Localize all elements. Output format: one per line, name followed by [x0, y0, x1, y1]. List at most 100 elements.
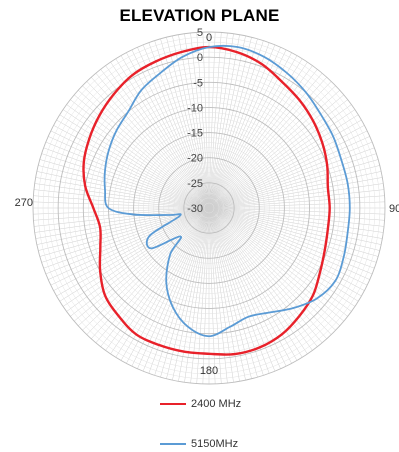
- grid-ring-major: [32, 31, 386, 385]
- grid-spoke: [208, 177, 383, 209]
- grid-ring-minor: [128, 127, 290, 289]
- grid-spoke: [120, 55, 210, 209]
- grid-spoke: [33, 189, 210, 209]
- grid-spoke: [45, 141, 210, 209]
- grid-spoke: [208, 109, 356, 209]
- radial-tick-label: -25: [187, 178, 203, 190]
- grid-ring-minor: [173, 172, 245, 244]
- grid-spoke: [36, 171, 210, 209]
- grid-ring-minor: [163, 162, 255, 254]
- grid-spoke: [154, 40, 210, 209]
- grid-spoke: [208, 207, 216, 384]
- grid-spoke: [33, 195, 210, 209]
- grid-ring-major: [133, 132, 285, 284]
- grid-spoke: [110, 207, 210, 355]
- grid-spoke: [43, 147, 210, 209]
- grid-spoke: [43, 207, 210, 269]
- grid-spoke: [208, 147, 375, 209]
- grid-spoke: [208, 207, 385, 227]
- grid-spoke: [148, 42, 210, 209]
- grid-ring-minor: [153, 152, 265, 264]
- grid-ring-minor: [113, 112, 305, 304]
- angular-tick-labels: 0 90 180 270: [15, 32, 399, 377]
- grid-ring-minor: [178, 177, 240, 239]
- grid-spoke: [208, 38, 258, 209]
- grid-spoke: [208, 171, 382, 209]
- grid-spoke: [59, 114, 210, 209]
- grid-spoke: [208, 207, 375, 269]
- grid-ring-minor: [72, 71, 346, 345]
- grid-ring-minor: [198, 197, 220, 219]
- grid-spoke: [208, 40, 264, 209]
- grid-spoke: [184, 33, 210, 209]
- radial-tick-label: -30: [187, 203, 203, 215]
- grid-spoke: [208, 207, 258, 378]
- grid-spoke: [41, 153, 210, 209]
- grid-spoke: [53, 125, 210, 209]
- grid-spoke: [50, 207, 210, 286]
- grid-spoke: [78, 90, 210, 209]
- grid-spoke: [208, 130, 368, 209]
- grid-spoke: [208, 207, 352, 312]
- grid-spoke: [208, 207, 356, 307]
- grid-spoke: [100, 207, 210, 347]
- grid-spoke: [208, 189, 385, 209]
- grid-spoke: [208, 35, 246, 209]
- grid-spoke: [56, 119, 210, 209]
- grid-spoke: [208, 201, 385, 209]
- grid-spoke: [208, 32, 222, 209]
- grid-spoke: [208, 104, 352, 209]
- grid-spoke: [70, 207, 210, 317]
- grid-spoke: [34, 207, 210, 233]
- grid-spoke: [66, 104, 210, 209]
- grid-spoke: [208, 32, 228, 209]
- angle-label-180: 180: [200, 365, 218, 377]
- grid-spoke: [208, 183, 384, 209]
- grid-spoke: [208, 207, 383, 239]
- grid-spoke: [34, 183, 210, 209]
- series-line-2400: [82, 45, 331, 356]
- grid-spoke: [190, 32, 210, 209]
- grid-ring-minor: [123, 122, 295, 294]
- grid-ring-minor: [138, 137, 280, 279]
- grid-spoke: [115, 207, 210, 358]
- grid-spoke: [33, 207, 210, 221]
- grid-spoke: [208, 65, 313, 209]
- grid-spoke: [38, 165, 210, 209]
- grid-spoke: [208, 207, 370, 280]
- grid-ring-minor: [37, 36, 381, 380]
- grid-spoke: [208, 207, 359, 302]
- grid-spoke: [202, 32, 210, 209]
- grid-spoke: [35, 177, 210, 209]
- grid-spoke: [208, 207, 308, 355]
- grid-ring-minor: [188, 187, 230, 229]
- grid-spoke: [208, 207, 373, 275]
- grid-ring-minor: [118, 117, 300, 299]
- grid-spoke: [208, 207, 323, 343]
- grid-ring-minor: [98, 97, 320, 319]
- grid-spoke: [178, 34, 210, 209]
- grid-spoke: [62, 207, 210, 307]
- grid-spoke: [208, 32, 216, 209]
- grid-spoke: [33, 207, 210, 215]
- grid-spoke: [208, 61, 308, 209]
- grid-ring-minor: [143, 142, 275, 274]
- grid-spoke: [208, 207, 380, 251]
- grid-spoke: [208, 114, 359, 209]
- grid-spoke: [208, 33, 234, 209]
- grid-spoke: [86, 207, 210, 335]
- grid-spoke: [208, 207, 379, 257]
- grid-spoke: [208, 49, 287, 209]
- radial-tick-label: -15: [187, 128, 203, 140]
- radial-tick-label: -20: [187, 153, 203, 165]
- grid-spoke: [208, 37, 252, 209]
- grid-spoke: [70, 99, 210, 209]
- angle-label-90: 90: [389, 203, 399, 215]
- grid-spoke: [137, 47, 210, 209]
- grid-spoke: [208, 34, 240, 209]
- grid-spoke: [208, 153, 377, 209]
- grid-spoke: [208, 125, 365, 209]
- series-layer: [82, 44, 351, 356]
- legend-swatch-2400: [160, 403, 186, 405]
